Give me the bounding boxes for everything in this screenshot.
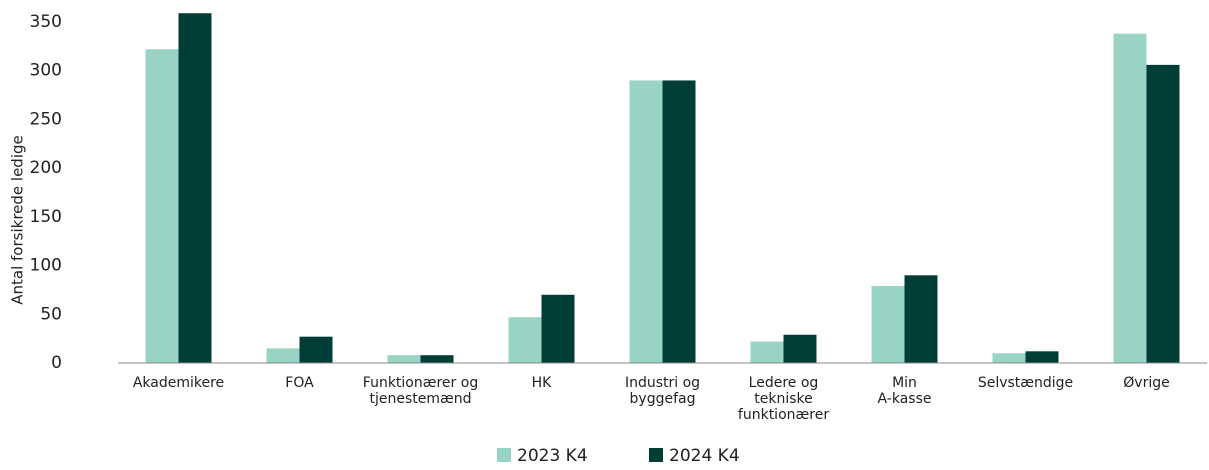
legend-label: 2024 K4 — [669, 446, 740, 466]
y-tick-label: 50 — [40, 304, 62, 324]
bar — [387, 355, 421, 363]
bar — [904, 275, 938, 363]
bar — [992, 353, 1026, 363]
x-tick-label-line: A-kasse — [878, 391, 932, 407]
bar — [420, 355, 454, 363]
bar — [1113, 33, 1147, 363]
legend-swatch — [497, 448, 511, 462]
bar — [266, 348, 300, 363]
x-tick-label-line: Industri og — [625, 375, 700, 391]
x-tick-label-line: Min — [892, 375, 917, 391]
x-tick-label-line: Øvrige — [1123, 375, 1169, 391]
x-tick-label: HK — [532, 375, 553, 391]
y-tick-label: 0 — [51, 353, 62, 373]
legend-swatch — [649, 448, 663, 462]
x-tick-label: FOA — [285, 375, 314, 391]
y-axis-title: Antal forsikrede ledige — [9, 135, 27, 305]
x-tick-label: Ledere og tekniske funktionærer — [738, 375, 829, 423]
bar — [783, 334, 817, 363]
x-tick-label-line: byggefag — [630, 391, 696, 407]
bar — [1025, 351, 1059, 363]
bar — [871, 286, 905, 363]
bar — [541, 294, 575, 363]
x-tick-label-line: Akademikere — [133, 375, 224, 391]
y-tick-label: 150 — [30, 207, 62, 227]
y-tick-label: 350 — [30, 12, 62, 32]
bar — [662, 80, 696, 363]
y-tick-label: 100 — [30, 256, 62, 276]
x-tick-label-line: Ledere og — [749, 375, 819, 391]
bar — [178, 13, 212, 364]
x-tick-label: Selvstændige — [978, 375, 1073, 391]
x-tick-label-line: Selvstændige — [978, 375, 1073, 391]
x-tick-label: Min A-kasse — [878, 375, 932, 407]
bar — [145, 49, 179, 363]
x-tick-label-line: Funktionærer og — [363, 375, 478, 391]
x-tick-label: Funktionærer og tjenestemænd — [363, 375, 478, 407]
y-tick-label: 300 — [30, 61, 62, 81]
legend-label: 2023 K4 — [517, 446, 588, 466]
x-tick-label: Akademikere — [133, 375, 224, 391]
bar — [299, 336, 333, 363]
x-tick-label-line: HK — [532, 375, 553, 391]
x-tick-label: Øvrige — [1123, 375, 1169, 391]
bar — [629, 80, 663, 363]
x-tick-label: Industri og byggefag — [625, 375, 700, 407]
y-tick-label: 250 — [30, 109, 62, 129]
x-tick-label-line: tekniske — [754, 391, 813, 407]
x-tick-label-line: FOA — [285, 375, 314, 391]
x-tick-label-line: funktionærer — [738, 407, 829, 423]
bar — [508, 317, 542, 363]
y-tick-label: 200 — [30, 158, 62, 178]
bar — [750, 341, 784, 363]
bar — [1146, 64, 1180, 364]
x-tick-label-line: tjenestemænd — [369, 391, 471, 407]
